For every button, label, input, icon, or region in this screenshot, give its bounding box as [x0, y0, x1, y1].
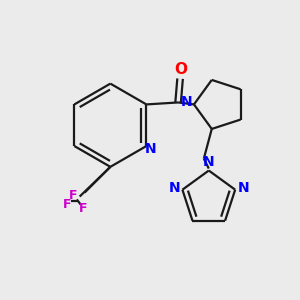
Text: O: O: [175, 62, 188, 77]
Text: N: N: [237, 181, 249, 195]
Text: N: N: [145, 142, 156, 156]
Text: F: F: [68, 189, 77, 202]
Text: F: F: [62, 198, 71, 211]
Text: N: N: [169, 181, 180, 195]
Text: F: F: [78, 202, 87, 215]
Text: N: N: [181, 95, 193, 110]
Text: N: N: [203, 154, 214, 169]
